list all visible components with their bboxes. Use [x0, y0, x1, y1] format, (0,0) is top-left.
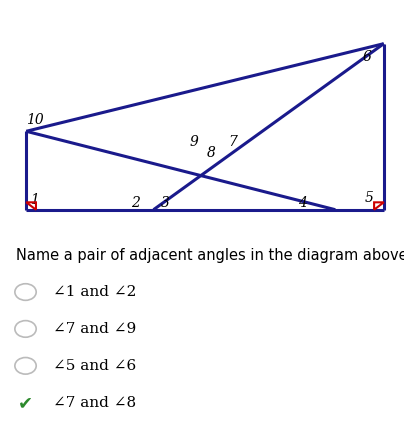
- Text: ✔: ✔: [18, 394, 33, 412]
- Text: Name a pair of adjacent angles in the diagram above.: Name a pair of adjacent angles in the di…: [16, 248, 404, 263]
- Text: 4: 4: [298, 196, 307, 210]
- Text: 1: 1: [30, 193, 39, 207]
- Text: ∠7 and ∠8: ∠7 and ∠8: [53, 396, 136, 410]
- Text: ∠7 and ∠9: ∠7 and ∠9: [53, 322, 136, 336]
- Text: 7: 7: [228, 135, 237, 150]
- Text: 2: 2: [131, 196, 140, 210]
- Text: 3: 3: [161, 196, 170, 210]
- Text: ∠1 and ∠2: ∠1 and ∠2: [53, 285, 136, 299]
- Text: 8: 8: [207, 147, 216, 161]
- Text: ∠5 and ∠6: ∠5 and ∠6: [53, 359, 136, 373]
- Text: 9: 9: [189, 135, 198, 150]
- Text: 10: 10: [26, 113, 44, 127]
- Text: 5: 5: [365, 191, 374, 205]
- Text: 6: 6: [362, 51, 371, 64]
